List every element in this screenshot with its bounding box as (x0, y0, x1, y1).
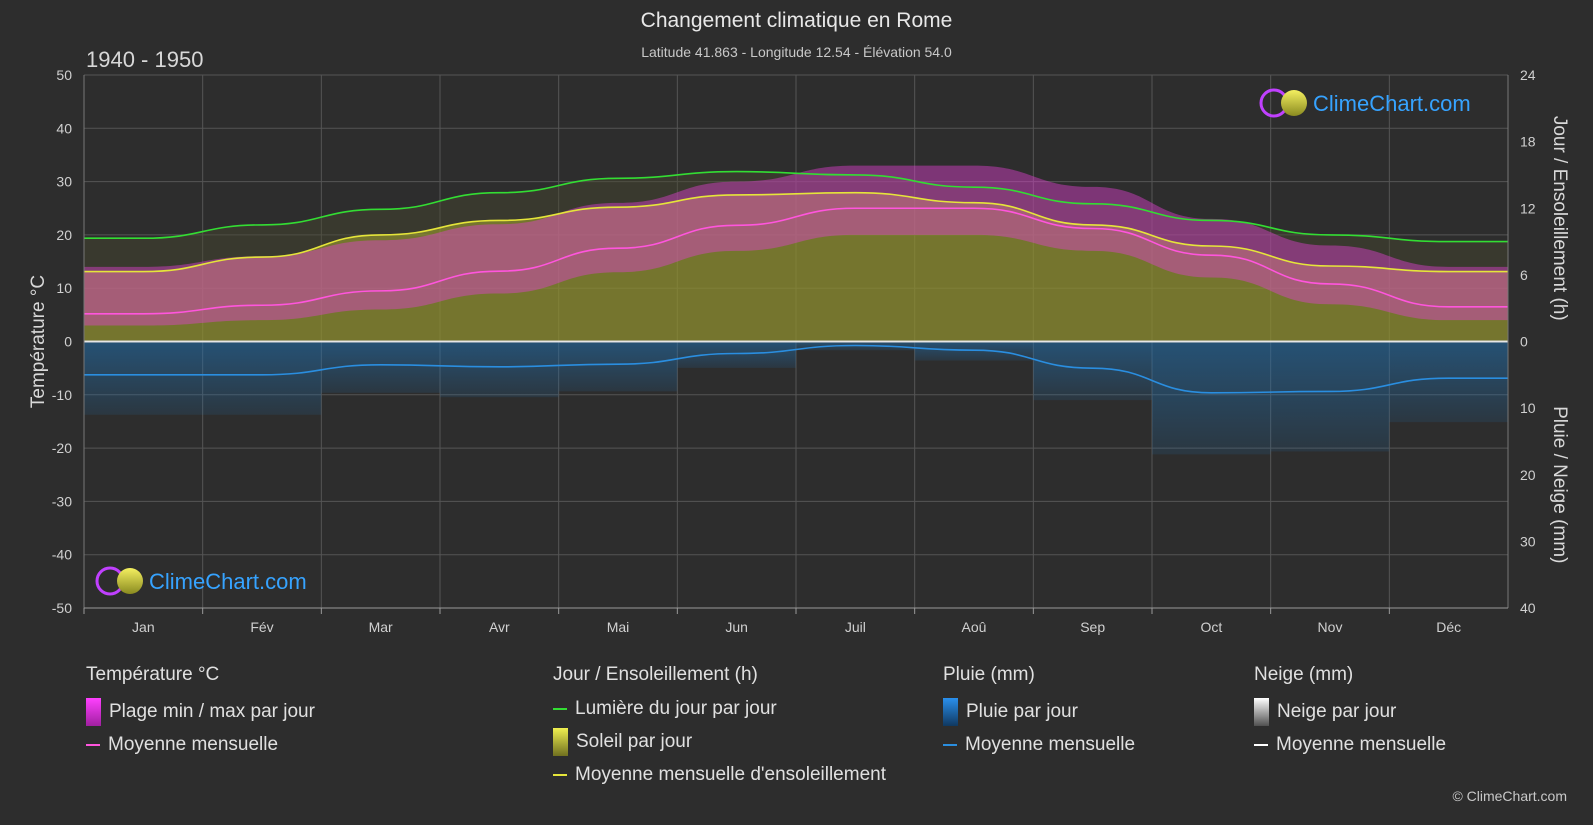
y-axis-title-hours: Jour / Ensoleillement (h) (1549, 116, 1570, 321)
rain-bar (202, 341, 322, 415)
x-tick-label: Jun (725, 619, 748, 635)
x-tick-label: Mar (369, 619, 393, 635)
y-tick-label-left: 20 (56, 227, 72, 243)
period-label: 1940 - 1950 (86, 47, 204, 72)
rain-bar (914, 341, 1034, 361)
brand-name-top: ClimeChart.com (1313, 91, 1471, 116)
y-axis-title-precip: Pluie / Neige (mm) (1549, 406, 1570, 563)
brand-logo-bottom: ClimeChart.com (95, 566, 307, 596)
y-tick-label-hours: 12 (1520, 200, 1536, 216)
x-tick-label: Jan (132, 619, 155, 635)
x-tick-label: Juil (845, 619, 866, 635)
legend-item-snow: Neige par jour (1254, 698, 1446, 726)
rain-bar (1270, 341, 1390, 452)
climate-chart: 50 40 30 20 10 0 -10 -20 -30 -40 -50 24 18 12 6 0 10 20 30… (28, 67, 1570, 635)
swatch-daylight (553, 708, 567, 710)
swatch-snow (1254, 698, 1269, 726)
legend-title: Neige (mm) (1254, 664, 1354, 685)
y-axis-title-left: Température °C (28, 275, 49, 408)
x-tick-label: Déc (1436, 619, 1461, 635)
rain-bar (1152, 341, 1271, 455)
y-tick-label-left: -30 (52, 493, 72, 509)
legend-item-rain: Pluie par jour (943, 698, 1135, 726)
y-tick-label-hours: 24 (1520, 67, 1536, 83)
swatch-snow-mean (1254, 744, 1268, 746)
y-tick-label-precip: 20 (1520, 467, 1536, 483)
rain-bar (1033, 341, 1152, 401)
brand-name-bottom: ClimeChart.com (149, 569, 307, 594)
swatch-rain-mean (943, 744, 957, 746)
legend-item-daylight: Lumière du jour par jour (553, 698, 886, 720)
x-tick-label: Aoû (962, 619, 987, 635)
y-tick-label-hours: 18 (1520, 134, 1536, 150)
y-tick-label-left: 40 (56, 120, 72, 136)
swatch-sunshine (553, 728, 568, 756)
y-tick-label-hours: 0 (1520, 334, 1528, 350)
y-tick-label-hours: 6 (1520, 267, 1528, 283)
sunshine-area (84, 192, 1508, 342)
axis-layer: 50 40 30 20 10 0 -10 -20 -30 -40 -50 24 18 12 6 0 10 20 30… (28, 67, 1570, 635)
x-tick-label: Mai (607, 619, 630, 635)
chart-subtitle: Latitude 41.863 - Longitude 12.54 - Élév… (641, 44, 952, 60)
swatch-rain (943, 698, 958, 726)
rain-bar (1389, 341, 1508, 423)
y-tick-label-left: -10 (52, 387, 72, 403)
temperature-mean-line (84, 207, 1508, 315)
legend-title: Température °C (86, 664, 220, 685)
legend-group-temperature: Température °C Plage min / max par jour … (86, 664, 315, 756)
legend-item-snow-mean: Moyenne mensuelle (1254, 734, 1446, 756)
legend-item-sunshine: Soleil par jour (553, 728, 886, 756)
temperature-range-band (84, 165, 1508, 326)
x-tick-label: Oct (1200, 619, 1222, 635)
brand-logo-top: ClimeChart.com (1259, 88, 1471, 118)
area-layer (84, 165, 1508, 455)
legend-item-rain-mean: Moyenne mensuelle (943, 734, 1135, 756)
legend-item-temp-range: Plage min / max par jour (86, 698, 315, 726)
y-tick-label-precip: 40 (1520, 600, 1536, 616)
legend-item-temp-mean: Moyenne mensuelle (86, 734, 315, 756)
legend-title: Jour / Ensoleillement (h) (553, 664, 758, 685)
y-tick-label-left: 10 (56, 280, 72, 296)
legend-group-snow: Neige (mm) Neige par jour Moyenne mensue… (1254, 664, 1446, 756)
rain-bar (558, 341, 678, 392)
rain-mean-line (84, 344, 1508, 394)
x-tick-label: Fév (250, 619, 273, 635)
line-layer (84, 170, 1508, 394)
legend-title: Pluie (mm) (943, 664, 1035, 685)
x-tick-label: Sep (1080, 619, 1105, 635)
rain-bar (440, 341, 559, 398)
swatch-temp-range (86, 698, 101, 726)
swatch-sunshine-mean (553, 774, 567, 776)
chart-title: Changement climatique en Rome (640, 9, 953, 32)
x-tick-label: Avr (489, 619, 510, 635)
y-tick-label-left: 0 (64, 334, 72, 350)
y-tick-label-left: 30 (56, 174, 72, 190)
legend-item-sunshine-mean: Moyenne mensuelle d'ensoleillement (553, 764, 886, 786)
legend-group-sun: Jour / Ensoleillement (h) Lumière du jou… (553, 664, 886, 786)
logo-sun-icon (1281, 90, 1307, 116)
y-tick-label-left: -50 (52, 600, 72, 616)
y-tick-label-left: -20 (52, 440, 72, 456)
logo-sun-icon (117, 568, 143, 594)
swatch-temp-mean (86, 744, 100, 746)
y-tick-label-precip: 10 (1520, 400, 1536, 416)
y-tick-label-left: 50 (56, 67, 72, 83)
y-tick-label-left: -40 (52, 547, 72, 563)
legend-group-rain: Pluie (mm) Pluie par jour Moyenne mensue… (943, 664, 1135, 756)
sunshine-mean-line (84, 191, 1508, 273)
x-tick-label: Nov (1318, 619, 1343, 635)
daylight-line (84, 170, 1508, 243)
rain-bar (84, 341, 203, 415)
rain-bar (677, 341, 796, 368)
y-tick-label-precip: 30 (1520, 533, 1536, 549)
copyright: © ClimeChart.com (1452, 788, 1567, 804)
